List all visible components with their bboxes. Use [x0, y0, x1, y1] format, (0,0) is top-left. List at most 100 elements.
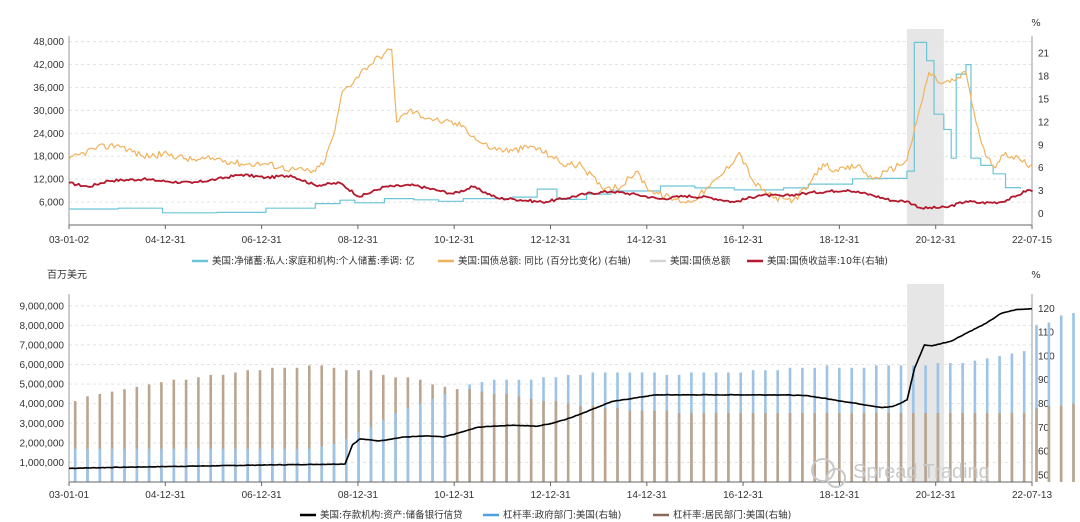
x-tick-label-bottom: 06-12-31	[242, 490, 282, 501]
bar-govt	[1059, 315, 1063, 482]
bar-govt	[406, 408, 410, 482]
y-right-tick-label: 100	[1038, 351, 1055, 362]
bar-govt	[123, 448, 126, 482]
bar-household	[308, 365, 311, 482]
y-right-unit: %	[1031, 18, 1041, 29]
bar-household	[998, 413, 1001, 482]
x-tick-label-top: 06-12-31	[242, 235, 282, 246]
bar-household	[357, 370, 360, 482]
legend-top-label-1[interactable]: 美国:国债总额: 同比 (百分比变化) (右轴)	[458, 255, 631, 267]
y-left-tick-label: 1,000,000	[20, 458, 65, 469]
y-left-tick-label: 42,000	[33, 60, 64, 71]
bottom-chart-legend[interactable]: 美国:存款机构:资产:储备银行信贷 杠杆率:政府部门:美国(右轴) 杠杆率:居民部门…	[300, 509, 791, 521]
bar-household	[899, 413, 903, 482]
bar-household	[320, 365, 323, 482]
legend-top-label-2[interactable]: 美国:国债总额	[670, 255, 731, 267]
bar-govt	[172, 448, 176, 482]
bar-household	[468, 389, 471, 482]
legend-bottom-label-1[interactable]: 杠杆率:政府部门:美国(右轴)	[503, 509, 621, 521]
x-tick-label-top: 03-01-02	[49, 235, 89, 246]
y-left-tick-label: 24,000	[33, 129, 64, 140]
bar-household	[875, 413, 878, 482]
bar-household	[727, 413, 730, 482]
y-right-tick-label: 21	[1038, 49, 1050, 60]
bar-govt	[160, 448, 163, 482]
y-left-tick-label: 12,000	[33, 175, 64, 186]
recession-shade-top	[906, 29, 944, 225]
y-left-tick-label: 6,000	[39, 198, 64, 209]
bar-household	[172, 379, 176, 482]
y-left-tick-label: 9,000,000	[20, 301, 65, 312]
x-tick-label-bottom: 10-12-31	[434, 490, 474, 501]
bar-govt	[86, 448, 89, 482]
bar-household	[283, 367, 286, 482]
bar-govt	[382, 420, 385, 482]
bar-household	[73, 401, 77, 482]
bar-household	[751, 413, 755, 482]
series-line-top-0	[68, 41, 1021, 214]
legend-bottom-label-0[interactable]: 美国:存款机构:资产:储备银行信贷	[320, 509, 463, 521]
y-right-tick-label: 110	[1038, 328, 1054, 339]
bar-household	[924, 413, 927, 482]
bar-govt	[98, 448, 102, 482]
bar-household	[566, 403, 570, 482]
bar-household	[1022, 413, 1026, 482]
bar-household	[616, 408, 619, 482]
x-tick-label-bottom: 04-12-31	[145, 490, 185, 501]
x-tick-label-bottom: 18-12-31	[819, 490, 859, 501]
y-left-tick-label: 18,000	[33, 152, 64, 163]
bar-household	[912, 413, 915, 482]
legend-top-label-3[interactable]: 美国:国债收益率:10年(右轴)	[767, 255, 888, 267]
y-right-tick-label: 12	[1038, 117, 1050, 128]
bar-govt	[184, 448, 188, 482]
bar-govt	[443, 393, 447, 482]
bar-household	[813, 413, 816, 482]
bar-household	[936, 413, 940, 482]
x-tick-label-bottom: 12-12-31	[530, 490, 570, 501]
x-tick-label-bottom: 16-12-31	[723, 490, 763, 501]
bar-govt	[1072, 313, 1075, 482]
bar-household	[480, 391, 484, 482]
bar-household	[579, 405, 582, 482]
bar-household	[123, 389, 126, 482]
top-chart-legend[interactable]: 美国:净储蓄:私人:家庭和机构:个人储蓄:季调: 亿 美国:国债总额: 同比 (百…	[192, 255, 888, 267]
bar-govt	[332, 443, 336, 482]
bar-household	[838, 413, 841, 482]
bar-household	[702, 413, 706, 482]
bar-household	[246, 370, 249, 482]
y-left-tick-label: 5,000,000	[20, 380, 65, 391]
bottom-chart-panel: 1,000,000 2,000,000 3,000,000 4,000,000 5,00…	[20, 268, 1075, 501]
bar-household	[640, 410, 644, 482]
y-left-tick-label: 36,000	[33, 83, 64, 94]
bar-household	[1059, 405, 1063, 482]
bar-household	[160, 382, 163, 482]
bar-household	[110, 391, 114, 482]
bar-household	[221, 374, 225, 482]
bar-household	[184, 379, 188, 482]
y-left-tick-label: 48,000	[33, 37, 64, 48]
watermark: Spread Trading	[811, 458, 990, 488]
y-left-tick-label: 4,000,000	[20, 399, 65, 410]
legend-top-label-0[interactable]: 美国:净储蓄:私人:家庭和机构:个人储蓄:季调: 亿	[212, 255, 415, 267]
bar-household	[665, 410, 669, 482]
bar-household	[197, 377, 200, 482]
x-tick-label-top: 18-12-31	[819, 235, 859, 246]
legend-bottom-label-2[interactable]: 杠杆率:居民部门:美国(右轴)	[673, 509, 791, 521]
y-right-tick-label: 18	[1038, 72, 1050, 83]
bar-household	[517, 396, 521, 482]
x-tick-label-top: 20-12-31	[916, 235, 956, 246]
bar-household	[961, 413, 964, 482]
bar-household	[258, 370, 262, 482]
bar-household	[1035, 408, 1038, 482]
bar-household	[1010, 413, 1014, 482]
bar-household	[677, 413, 681, 482]
bar-household	[492, 393, 496, 482]
bar-govt	[1047, 322, 1051, 482]
bar-household	[271, 367, 274, 482]
bar-household	[345, 370, 348, 482]
bar-govt	[419, 403, 422, 482]
y-left-unit: 百万美元	[47, 268, 87, 281]
bar-household	[135, 386, 139, 482]
x-tick-label-bottom: 20-12-31	[916, 490, 956, 501]
